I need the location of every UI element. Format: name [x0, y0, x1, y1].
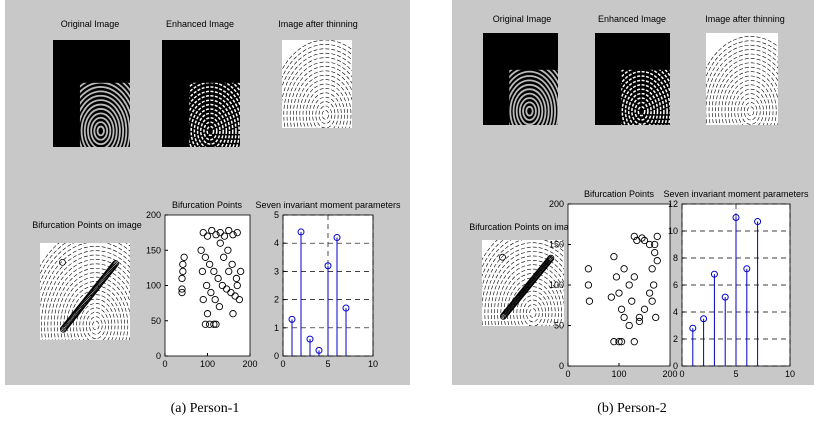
chart-title: Seven invariant moment parameters [663, 189, 809, 199]
image-title: Image after thinning [278, 19, 358, 29]
image-title: Original Image [493, 14, 552, 24]
y-tick-label: 2 [673, 334, 678, 344]
x-tick-label: 100 [200, 359, 215, 369]
image-title: Original Image [61, 19, 120, 29]
y-tick-label: 3 [274, 266, 279, 276]
y-tick-label: 50 [151, 316, 161, 326]
x-tick-label: 100 [611, 369, 626, 379]
image-title: Enhanced Image [598, 14, 666, 24]
y-tick-label: 8 [673, 253, 678, 263]
dark-mask [53, 40, 130, 83]
y-tick-label: 0 [156, 351, 161, 361]
y-tick-label: 200 [549, 199, 564, 209]
y-tick-label: 150 [549, 240, 564, 250]
caption: (b) Person-2 [597, 401, 667, 416]
chart-title: Bifurcation Points [584, 189, 655, 199]
x-tick-label: 10 [785, 369, 795, 379]
y-tick-label: 50 [554, 321, 564, 331]
plot-area [568, 204, 670, 366]
y-tick-label: 0 [274, 351, 279, 361]
x-tick-label: 0 [280, 359, 285, 369]
x-tick-label: 0 [565, 369, 570, 379]
image-bg [40, 243, 130, 340]
chart-title: Bifurcation Points [172, 200, 243, 210]
x-tick-label: 5 [733, 369, 738, 379]
image-title: Image after thinning [705, 14, 785, 24]
y-tick-label: 6 [673, 280, 678, 290]
y-tick-label: 5 [274, 210, 279, 220]
image-title: Bifurcation Points on image [469, 222, 579, 232]
y-tick-label: 100 [146, 281, 161, 291]
dark-mask [162, 40, 240, 83]
y-tick-label: 0 [559, 361, 564, 371]
x-tick-label: 0 [679, 369, 684, 379]
dark-mask [595, 33, 670, 70]
x-tick-label: 0 [162, 359, 167, 369]
image-title: Bifurcation Points on image [32, 220, 142, 230]
y-tick-label: 12 [668, 199, 678, 209]
y-tick-label: 150 [146, 245, 161, 255]
y-tick-label: 4 [274, 238, 279, 248]
y-tick-label: 2 [274, 295, 279, 305]
x-tick-label: 10 [368, 359, 378, 369]
y-tick-label: 10 [668, 226, 678, 236]
y-tick-label: 200 [146, 210, 161, 220]
image-title: Enhanced Image [166, 19, 234, 29]
y-tick-label: 100 [549, 280, 564, 290]
chart-title: Seven invariant moment parameters [255, 200, 401, 210]
y-tick-label: 0 [673, 361, 678, 371]
x-tick-label: 5 [325, 359, 330, 369]
y-tick-label: 4 [673, 307, 678, 317]
figure: Original Image Enhanced Image Image after … [0, 0, 818, 425]
y-tick-label: 1 [274, 323, 279, 333]
dark-mask [483, 33, 558, 70]
x-tick-label: 200 [242, 359, 257, 369]
caption: (a) Person-1 [171, 401, 240, 416]
